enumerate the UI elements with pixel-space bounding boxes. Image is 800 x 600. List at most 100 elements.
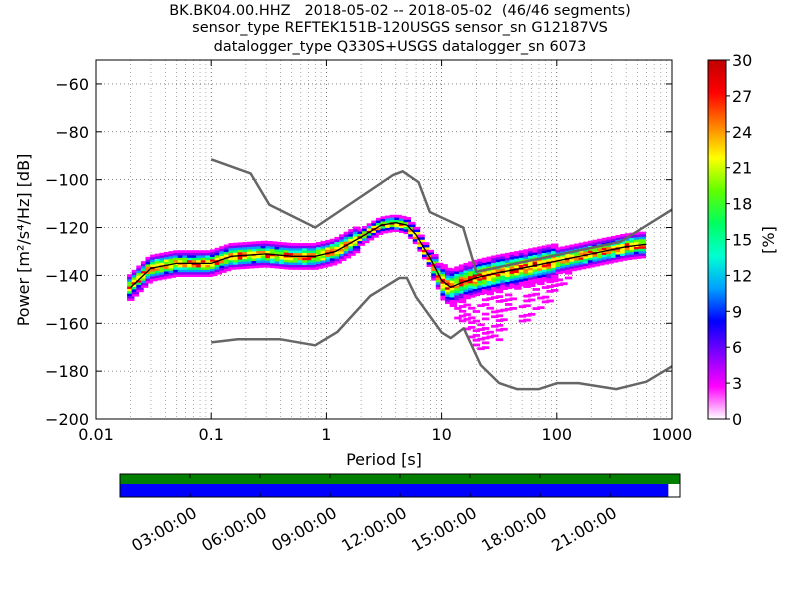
heatmap-cell-low bbox=[491, 315, 499, 319]
heatmap-cell bbox=[186, 252, 195, 256]
heatmap-cell bbox=[269, 255, 278, 259]
heatmap-cell bbox=[560, 248, 568, 252]
heatmap-cell bbox=[615, 244, 623, 248]
heatmap-cell bbox=[214, 254, 223, 258]
heatmap-cell bbox=[495, 283, 504, 287]
heatmap-cell bbox=[523, 263, 531, 267]
heatmap-cell bbox=[334, 260, 342, 264]
y-tick-label: −180 bbox=[45, 362, 89, 381]
heatmap-cell bbox=[440, 295, 448, 299]
heatmap-cell bbox=[592, 246, 600, 250]
heatmap-cell bbox=[168, 272, 176, 276]
heatmap-cell bbox=[168, 270, 176, 274]
heatmap-cell bbox=[564, 267, 573, 270]
heatmap-cell bbox=[426, 264, 434, 268]
heatmap-cell bbox=[601, 252, 610, 255]
heatmap-cell bbox=[246, 258, 255, 262]
heatmap-cell bbox=[440, 276, 448, 279]
heatmap-cell bbox=[145, 266, 153, 270]
heatmap-cell bbox=[417, 248, 425, 252]
heatmap-cell bbox=[274, 265, 282, 269]
heatmap-cell bbox=[472, 293, 481, 297]
heatmap-cell bbox=[449, 282, 458, 286]
heatmap-cell bbox=[233, 259, 241, 263]
heatmap-cell bbox=[325, 254, 333, 258]
heatmap-cell-low bbox=[491, 324, 499, 328]
heatmap-cell bbox=[532, 259, 540, 263]
heatmap-cell bbox=[380, 230, 388, 234]
heatmap-cell bbox=[500, 256, 508, 259]
heatmap-cell-low bbox=[523, 304, 531, 308]
heatmap-cell bbox=[569, 261, 577, 265]
heatmap-cell bbox=[389, 219, 398, 223]
heatmap-cell bbox=[237, 249, 246, 253]
heatmap-cell bbox=[472, 290, 481, 294]
heatmap-cell bbox=[223, 251, 232, 255]
heatmap-cell bbox=[412, 238, 421, 242]
heatmap-cell bbox=[514, 258, 522, 262]
heatmap-cell bbox=[334, 244, 342, 247]
heatmap-cell bbox=[491, 255, 499, 259]
heatmap-cell bbox=[491, 265, 499, 268]
heatmap-cell bbox=[440, 285, 448, 289]
heatmap-cell bbox=[597, 262, 605, 266]
heatmap-cell bbox=[297, 259, 305, 263]
heatmap-cell bbox=[246, 260, 255, 264]
heatmap-cell bbox=[477, 292, 485, 296]
heatmap-cell bbox=[297, 247, 305, 251]
heatmap-cell bbox=[458, 276, 467, 280]
heatmap-cell bbox=[454, 273, 462, 277]
heatmap-cell bbox=[495, 278, 504, 282]
heatmap-cell bbox=[242, 244, 250, 248]
heatmap-cell bbox=[159, 262, 167, 266]
heatmap-cell bbox=[435, 286, 444, 290]
segments-bar bbox=[120, 484, 669, 497]
heatmap-cell bbox=[555, 271, 564, 275]
heatmap-cell bbox=[320, 240, 329, 244]
heatmap-cell-low bbox=[541, 295, 550, 299]
heatmap-cell bbox=[136, 265, 144, 269]
timeline-tick-label: 06:00:00 bbox=[198, 503, 270, 555]
heatmap-cell bbox=[398, 215, 407, 219]
heatmap-cell bbox=[163, 256, 172, 260]
heatmap-cell bbox=[274, 244, 282, 248]
heatmap-cell bbox=[435, 279, 444, 283]
heatmap-cell bbox=[325, 244, 333, 248]
heatmap-cell bbox=[260, 245, 269, 249]
heatmap-cell bbox=[398, 230, 407, 233]
title-line-1: BK.BK04.00.HHZ 2018-05-02 -- 2018-05-02 … bbox=[169, 3, 631, 19]
heatmap-cell bbox=[288, 243, 296, 246]
heatmap-cell bbox=[583, 244, 591, 247]
heatmap-cell bbox=[163, 261, 172, 265]
heatmap-cell bbox=[606, 244, 614, 247]
heatmap-cell bbox=[574, 265, 582, 268]
heatmap-cell-low bbox=[468, 325, 476, 329]
heatmap-cell bbox=[463, 270, 471, 273]
heatmap-cell bbox=[154, 260, 163, 264]
heatmap-cell bbox=[145, 278, 153, 282]
heatmap-cell bbox=[435, 267, 444, 271]
heatmap-cell bbox=[371, 225, 379, 229]
heatmap-cell bbox=[320, 257, 329, 261]
heatmap-cell bbox=[186, 259, 195, 263]
heatmap-cell bbox=[200, 267, 209, 270]
heatmap-cell bbox=[458, 297, 467, 301]
heatmap-cell bbox=[583, 241, 591, 245]
heatmap-cell bbox=[629, 251, 637, 255]
heatmap-cell bbox=[196, 264, 204, 268]
heatmap-cell bbox=[380, 228, 388, 232]
heatmap-cell bbox=[242, 242, 250, 245]
heatmap-cell-low bbox=[500, 308, 508, 312]
heatmap-cell bbox=[472, 262, 481, 266]
heatmap-cell bbox=[196, 252, 204, 256]
heatmap-cell bbox=[449, 287, 458, 291]
heatmap-cell bbox=[412, 229, 421, 233]
heatmap-cell-low bbox=[458, 314, 467, 318]
heatmap-cell bbox=[274, 256, 282, 259]
heatmap-cell bbox=[200, 271, 209, 275]
heatmap-cell bbox=[491, 286, 499, 290]
heatmap-cell bbox=[182, 257, 190, 261]
y-tick-label: −100 bbox=[45, 171, 89, 190]
heatmap-cell bbox=[343, 238, 352, 242]
heatmap-cell bbox=[454, 271, 462, 274]
